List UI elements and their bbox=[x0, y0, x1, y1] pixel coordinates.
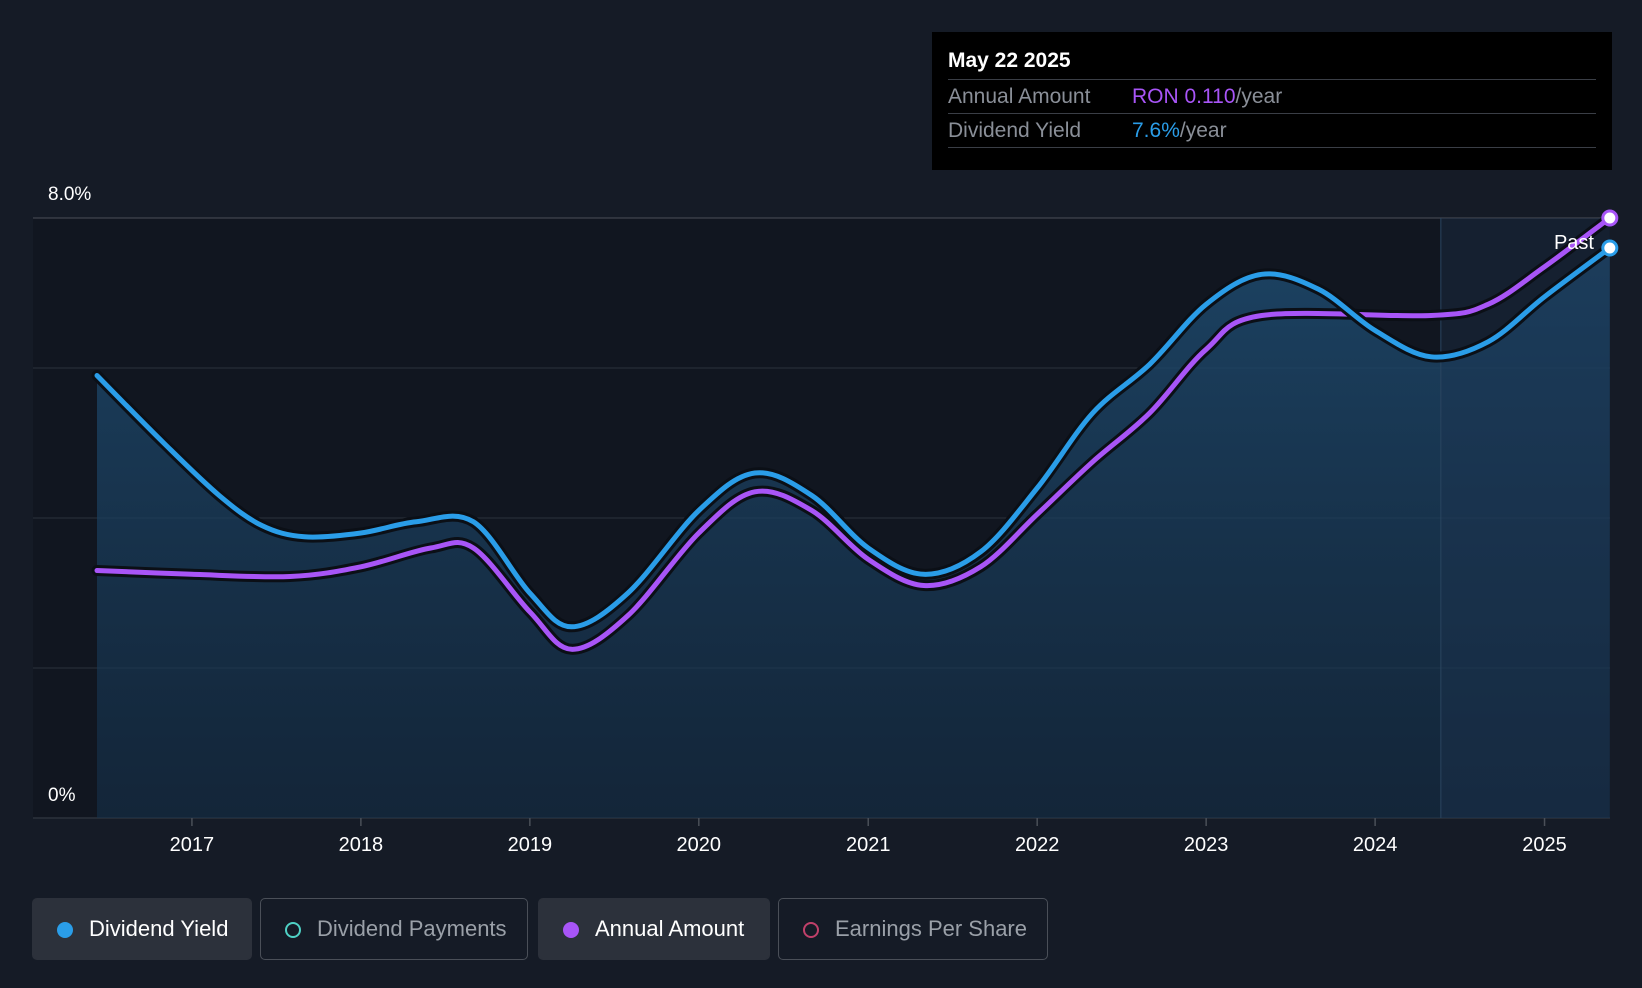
annual-amount-end-marker bbox=[1601, 209, 1619, 227]
annual-amount-dot-icon bbox=[563, 922, 579, 938]
earnings-per-share-ring-icon bbox=[803, 922, 819, 938]
tooltip-annual-unit: /year bbox=[1235, 85, 1283, 108]
dividend-yield-area bbox=[97, 248, 1610, 818]
tooltip-date: May 22 2025 bbox=[948, 32, 1596, 80]
tooltip-yield-value-wrap: 7.6%/year bbox=[1132, 114, 1227, 147]
y-tick-label: 0% bbox=[48, 785, 76, 806]
tooltip-yield-value: 7.6% bbox=[1132, 119, 1180, 142]
tooltip-annual-label: Annual Amount bbox=[948, 85, 1091, 108]
x-tick-label: 2020 bbox=[677, 834, 722, 856]
x-tick-label: 2024 bbox=[1353, 834, 1398, 856]
x-tick-label: 2019 bbox=[508, 834, 553, 856]
past-label: Past bbox=[1554, 232, 1594, 254]
legend-annual-amount[interactable]: Annual Amount bbox=[538, 898, 770, 960]
x-tick-label: 2021 bbox=[846, 834, 891, 856]
x-tick-label: 2017 bbox=[170, 834, 215, 856]
x-tick-label: 2023 bbox=[1184, 834, 1229, 856]
legend-dividend-payments[interactable]: Dividend Payments bbox=[260, 898, 528, 960]
tooltip-yield-label: Dividend Yield bbox=[948, 119, 1082, 142]
legend-label: Dividend Payments bbox=[317, 916, 507, 941]
legend-label: Dividend Yield bbox=[89, 916, 229, 941]
tooltip-yield-unit: /year bbox=[1179, 119, 1227, 142]
tooltip-annual-value: RON 0.110 bbox=[1132, 85, 1236, 108]
x-tick-label: 2022 bbox=[1015, 834, 1060, 856]
y-tick-label: 8.0% bbox=[48, 184, 91, 205]
legend-earnings-per-share[interactable]: Earnings Per Share bbox=[778, 898, 1048, 960]
annual-amount-line bbox=[94, 215, 1613, 652]
x-tick-label: 2025 bbox=[1522, 834, 1567, 856]
tooltip-annual-value-wrap: RON 0.110/year bbox=[1132, 80, 1282, 113]
tooltip-annual-row: Annual Amount RON 0.110/year bbox=[948, 80, 1596, 114]
dividend-yield-line bbox=[94, 245, 1613, 630]
dividend-payments-ring-icon bbox=[285, 922, 301, 938]
legend-label: Annual Amount bbox=[595, 916, 745, 941]
dividend-yield-dot-icon bbox=[57, 922, 73, 938]
tooltip: May 22 2025 Annual Amount RON 0.110/year… bbox=[932, 32, 1612, 170]
tooltip-yield-row: Dividend Yield 7.6%/year bbox=[948, 114, 1596, 148]
legend-dividend-yield[interactable]: Dividend Yield bbox=[32, 898, 252, 960]
legend-label: Earnings Per Share bbox=[835, 916, 1027, 941]
x-tick-label: 2018 bbox=[339, 834, 384, 856]
dividend-yield-end-marker bbox=[1601, 239, 1619, 257]
